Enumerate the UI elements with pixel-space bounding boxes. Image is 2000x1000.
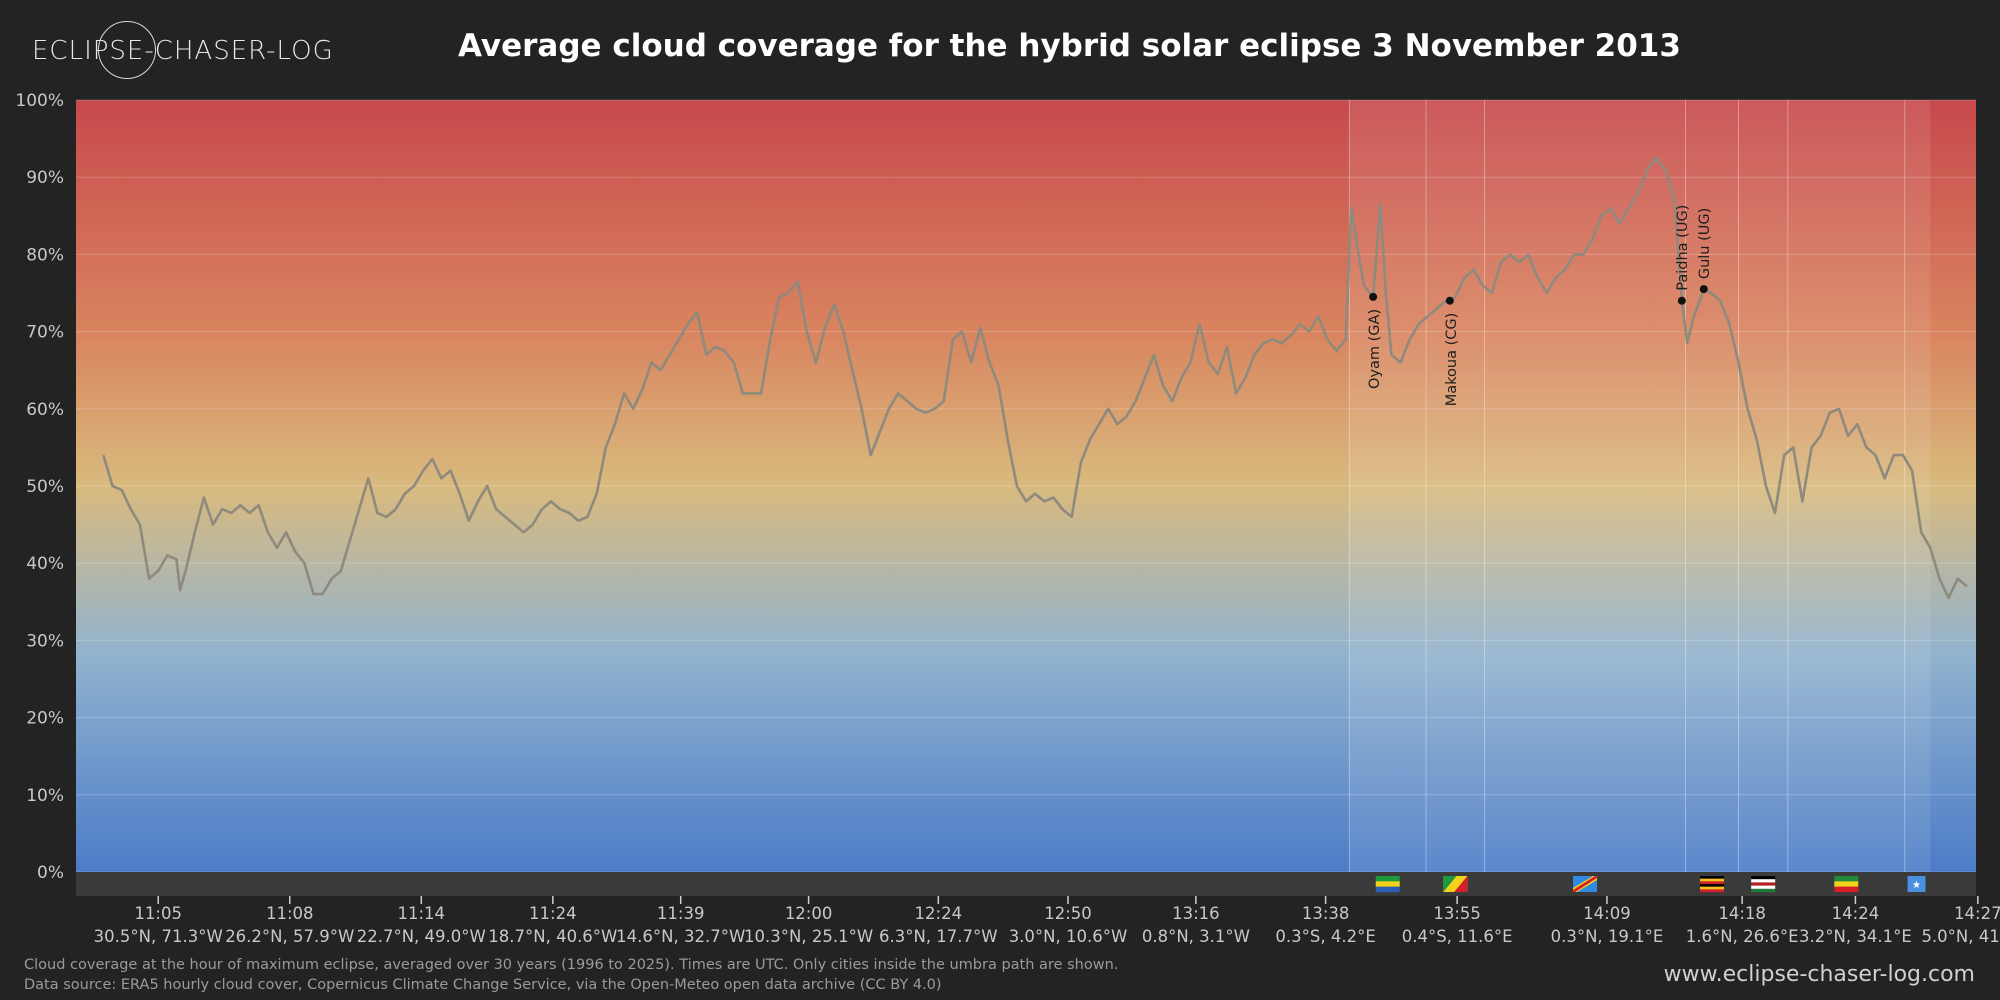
x-tick-time: 12:00 <box>785 904 833 923</box>
x-tick-time: 11:08 <box>266 904 314 923</box>
x-tick-time: 11:14 <box>398 904 446 923</box>
flag-cg-icon <box>1443 876 1468 892</box>
y-tick-label: 50% <box>26 477 64 497</box>
flag-et-icon <box>1834 876 1859 893</box>
city-marker <box>1445 296 1454 305</box>
x-tick-coord: 22.7°N, 49.0°W <box>357 927 486 946</box>
y-tick-label: 40% <box>26 554 64 574</box>
x-tick-coord: 26.2°N, 57.9°W <box>225 927 354 946</box>
flag-cd-icon <box>1573 876 1598 892</box>
y-tick-label: 10% <box>26 786 64 806</box>
city-marker <box>1699 285 1708 294</box>
plot-background <box>76 100 1976 872</box>
country-band-so <box>1904 100 1931 872</box>
x-tick-time: 14:18 <box>1718 904 1766 923</box>
x-tick-time: 11:39 <box>657 904 705 923</box>
x-tick-time: 13:16 <box>1172 904 1220 923</box>
country-band-cg <box>1426 100 1485 872</box>
footnote-data-source: Data source: ERA5 hourly cloud cover, Co… <box>24 977 942 993</box>
x-tick-coord: 10.3°N, 25.1°W <box>744 927 873 946</box>
city-label: Oyam (GA) <box>1367 309 1383 389</box>
x-tick-coord: 30.5°N, 71.3°W <box>94 927 223 946</box>
x-tick-time: 14:24 <box>1832 904 1880 923</box>
city-marker <box>1677 296 1686 305</box>
x-tick-time: 14:09 <box>1583 904 1631 923</box>
x-tick-coord: 0.3°S, 4.2°E <box>1275 927 1375 946</box>
city-marker <box>1369 292 1378 301</box>
logo-eclipse-ring <box>98 21 156 79</box>
y-tick-label: 30% <box>26 631 64 651</box>
x-tick-coord: 5.0°N, 41.5°E <box>1921 927 2000 946</box>
city-label: Paidha (UG) <box>1675 205 1691 291</box>
x-tick-time: 12:24 <box>915 904 963 923</box>
flag-bar <box>76 872 1976 896</box>
city-label: Makoua (CG) <box>1444 313 1460 407</box>
x-tick-time: 13:55 <box>1433 904 1481 923</box>
x-tick-time: 12:50 <box>1044 904 1092 923</box>
site-url-link[interactable]: www.eclipse-chaser-log.com <box>1663 962 1975 987</box>
cloud-coverage-series-line <box>102 156 1968 600</box>
logo-text: ECLIPSE-CHASER-LOG <box>32 36 334 66</box>
x-tick-coord: 3.2°N, 34.1°E <box>1799 927 1912 946</box>
x-tick-time: 11:05 <box>134 904 182 923</box>
country-band-et <box>1787 100 1905 872</box>
x-tick-time: 13:38 <box>1302 904 1350 923</box>
y-tick-label: 100% <box>15 91 64 111</box>
y-tick-label: 90% <box>26 168 64 188</box>
flag-ug-icon <box>1700 876 1725 893</box>
y-tick-label: 20% <box>26 709 64 729</box>
svg-text:★: ★ <box>1912 880 1921 891</box>
x-tick-time: 14:27 <box>1954 904 2000 923</box>
x-tick-coord: 3.0°N, 10.6°W <box>1009 927 1128 946</box>
y-tick-label: 70% <box>26 323 64 343</box>
x-tick-coord: 6.3°N, 17.7°W <box>879 927 998 946</box>
x-tick-coord: 14.6°N, 32.7°W <box>616 927 745 946</box>
x-tick-coord: 1.6°N, 26.6°E <box>1686 927 1799 946</box>
x-tick-coord: 0.3°N, 19.1°E <box>1551 927 1664 946</box>
y-tick-label: 0% <box>37 863 64 883</box>
flag-ke-icon <box>1751 876 1776 893</box>
y-tick-label: 60% <box>26 400 64 420</box>
city-label: Gulu (UG) <box>1697 208 1713 279</box>
footnote-methodology: Cloud coverage at the hour of maximum ec… <box>24 957 1119 973</box>
country-band-ga <box>1349 100 1427 872</box>
x-tick-coord: 18.7°N, 40.6°W <box>488 927 617 946</box>
x-tick-coord: 0.4°S, 11.6°E <box>1402 927 1513 946</box>
chart-title: Average cloud coverage for the hybrid so… <box>458 28 1681 64</box>
x-tick-coord: 0.8°N, 3.1°W <box>1142 927 1250 946</box>
country-band-cd <box>1484 100 1686 872</box>
y-tick-label: 80% <box>26 245 64 265</box>
x-tick-time: 11:24 <box>529 904 577 923</box>
flag-so-icon: ★ <box>1907 876 1926 892</box>
country-band-ug <box>1685 100 1739 872</box>
flag-ga-icon <box>1375 876 1400 893</box>
site-logo: ECLIPSE-CHASER-LOG <box>32 21 334 79</box>
